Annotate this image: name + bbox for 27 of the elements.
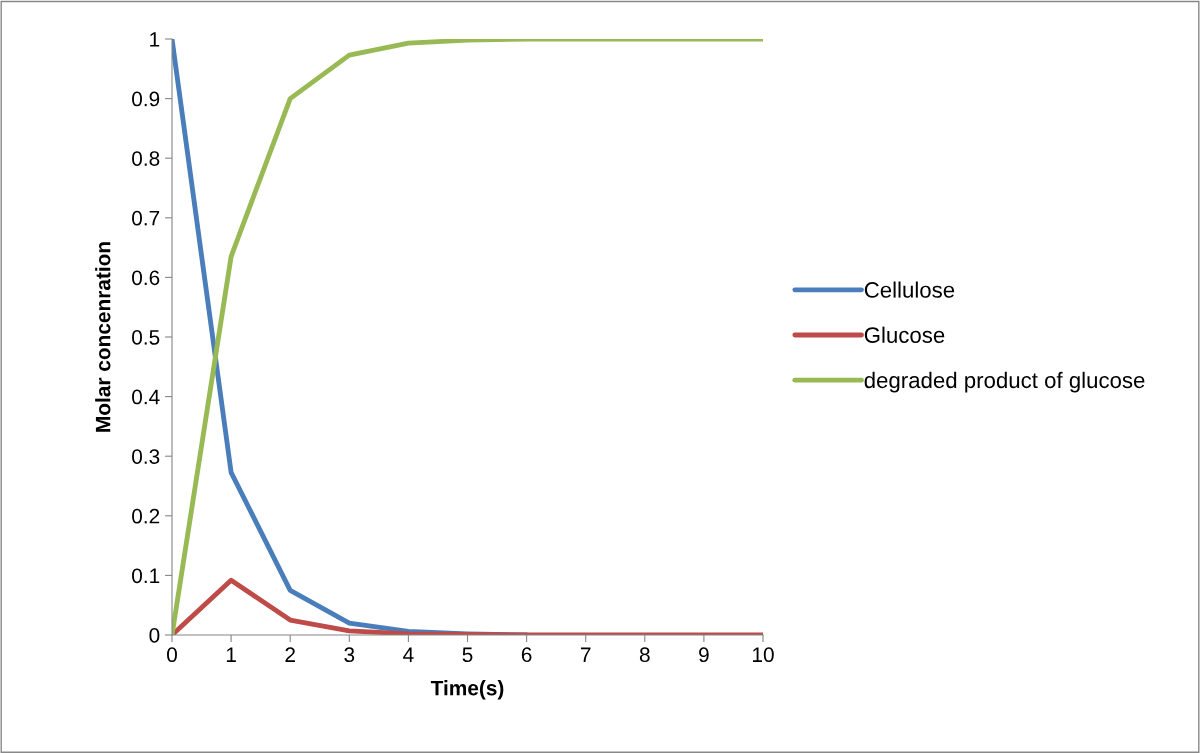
x-tick-label: 5 (462, 647, 473, 663)
x-tick-label: 7 (580, 647, 591, 662)
x-tick-label: 2 (285, 647, 295, 662)
x-tick-label: 10 (753, 647, 774, 663)
y-tick-label: 0.6 (132, 270, 160, 286)
x-tick-label: 1 (226, 647, 236, 662)
y-tick-label: 1 (150, 32, 160, 47)
x-tick-label: 9 (699, 647, 709, 663)
y-tick-label: 0.8 (132, 151, 160, 166)
x-tick-label: 3 (344, 647, 355, 663)
x-tick-label: 0 (167, 647, 177, 663)
legend-label: degraded product of glucose (864, 371, 1145, 393)
y-tick-label: 0.1 (132, 568, 160, 584)
legend-label: Cellulose (864, 281, 955, 298)
y-tick-label: 0.4 (132, 389, 160, 405)
y-tick-label: 0.3 (132, 449, 160, 464)
y-tick-label: 0.7 (132, 210, 160, 226)
y-tick-label: 0 (149, 628, 160, 643)
y-axis-title: Molar concenration (95, 242, 111, 432)
y-tick-label: 0.9 (132, 91, 160, 107)
x-tick-label: 4 (403, 647, 414, 662)
x-axis-title: Time(s) (430, 680, 504, 700)
legend-label: Glucose (864, 326, 945, 343)
y-tick-label: 0.5 (132, 330, 160, 345)
x-tick-label: 8 (639, 647, 650, 663)
y-tick-label: 0.2 (132, 508, 160, 524)
x-tick-label: 6 (521, 647, 532, 663)
